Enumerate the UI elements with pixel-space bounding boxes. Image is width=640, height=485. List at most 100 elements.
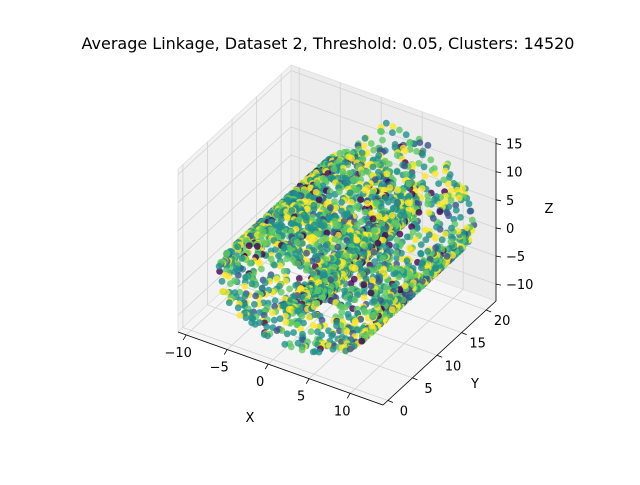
- scatter-point: [215, 262, 223, 270]
- scatter-point: [367, 327, 375, 335]
- scatter-point: [457, 214, 464, 221]
- scatter-point: [275, 227, 282, 235]
- scatter-point: [277, 216, 285, 223]
- scatter-point: [368, 210, 375, 217]
- grid-line-y: [182, 164, 389, 401]
- scatter-point: [390, 282, 398, 290]
- y-axis-line: [382, 300, 497, 406]
- scatter-point: [447, 187, 455, 194]
- scatter-point: [403, 257, 411, 265]
- y-tick: [436, 354, 443, 358]
- scatter-point: [241, 282, 249, 290]
- scatter-point: [290, 329, 297, 336]
- scatter-point: [455, 194, 463, 202]
- scatter-point: [408, 223, 415, 231]
- scatter-point: [264, 332, 271, 340]
- scatter-point: [370, 297, 378, 305]
- scatter-point: [318, 316, 326, 324]
- scatter-point: [335, 188, 343, 196]
- scatter-point: [276, 262, 284, 270]
- scatter-point: [314, 287, 322, 295]
- scatter-point: [325, 192, 333, 200]
- y-tick-label: 0: [400, 404, 408, 419]
- x-tick-label: 10: [334, 404, 351, 419]
- scatter-point: [353, 236, 361, 244]
- scatter-point: [252, 292, 259, 300]
- scatter-point: [338, 308, 346, 316]
- scatter-point: [288, 207, 296, 214]
- scatter-point: [358, 169, 366, 177]
- scatter-point: [427, 156, 435, 164]
- y-tick-label: 20: [494, 314, 511, 329]
- scatter-point: [317, 221, 324, 229]
- scatter-point: [370, 146, 378, 154]
- scatter-point: [382, 244, 390, 252]
- scatter-point: [294, 260, 302, 267]
- scatter-point: [234, 243, 242, 251]
- scatter-point: [304, 223, 312, 231]
- z-tick: [495, 171, 502, 174]
- scatter-point: [322, 234, 330, 242]
- scatter-point: [447, 233, 455, 241]
- x-tick-label: 5: [297, 390, 305, 405]
- scatter-point: [361, 186, 369, 194]
- scatter-point: [422, 269, 430, 277]
- scatter-point: [225, 299, 233, 307]
- z-tick: [495, 227, 502, 230]
- scatter-point: [236, 312, 244, 319]
- scatter-point: [218, 277, 226, 285]
- scatter-point: [357, 315, 365, 323]
- scatter-point: [371, 258, 379, 266]
- scatter-point: [303, 249, 310, 257]
- scatter-point: [303, 205, 311, 213]
- scatter-point: [351, 296, 359, 304]
- scatter-point: [418, 185, 426, 192]
- scatter-point: [416, 139, 424, 147]
- scatter-point: [328, 332, 336, 339]
- scatter-point: [294, 307, 302, 315]
- scatter-point: [251, 300, 258, 308]
- scatter-point: [369, 163, 377, 171]
- scatter-point: [317, 244, 325, 252]
- scatter-point: [329, 229, 337, 236]
- scatter-point: [415, 160, 423, 167]
- scatter-point: [312, 189, 320, 196]
- scatter-point: [406, 244, 413, 252]
- scatter-point: [397, 211, 404, 219]
- scatter-point: [442, 167, 449, 175]
- scatter-point: [448, 224, 455, 232]
- scatter-point: [238, 255, 246, 262]
- scatter-point: [295, 275, 303, 282]
- scatter-point: [223, 249, 231, 257]
- scatter-point: [295, 216, 303, 224]
- scatter-point: [309, 321, 317, 329]
- scatter-point: [287, 343, 295, 351]
- scatter-point: [422, 226, 429, 234]
- scatter-point: [367, 289, 375, 297]
- scatter-point: [406, 139, 413, 147]
- scatter-point: [271, 297, 279, 304]
- scatter-point: [330, 165, 338, 173]
- scatter-point: [417, 241, 425, 249]
- scatter-point: [310, 201, 318, 209]
- x-tick-label: 0: [256, 375, 264, 390]
- scatter-point: [264, 239, 272, 247]
- scatter-point: [432, 244, 439, 252]
- scatter-point: [343, 252, 350, 260]
- scatter-point: [412, 236, 420, 244]
- scatter-point: [273, 275, 281, 283]
- scatter-point: [401, 147, 409, 155]
- scatter-point: [222, 271, 229, 279]
- scatter-point: [361, 243, 369, 250]
- scatter-point: [388, 265, 396, 272]
- scatter-point: [369, 312, 376, 319]
- scatter-point: [331, 235, 339, 243]
- scatter-point: [353, 221, 361, 229]
- scatter-point: [360, 250, 368, 258]
- scatter-point: [329, 345, 337, 353]
- scatter-point: [308, 213, 316, 221]
- scatter-point: [292, 282, 300, 289]
- scatter-point: [353, 202, 361, 210]
